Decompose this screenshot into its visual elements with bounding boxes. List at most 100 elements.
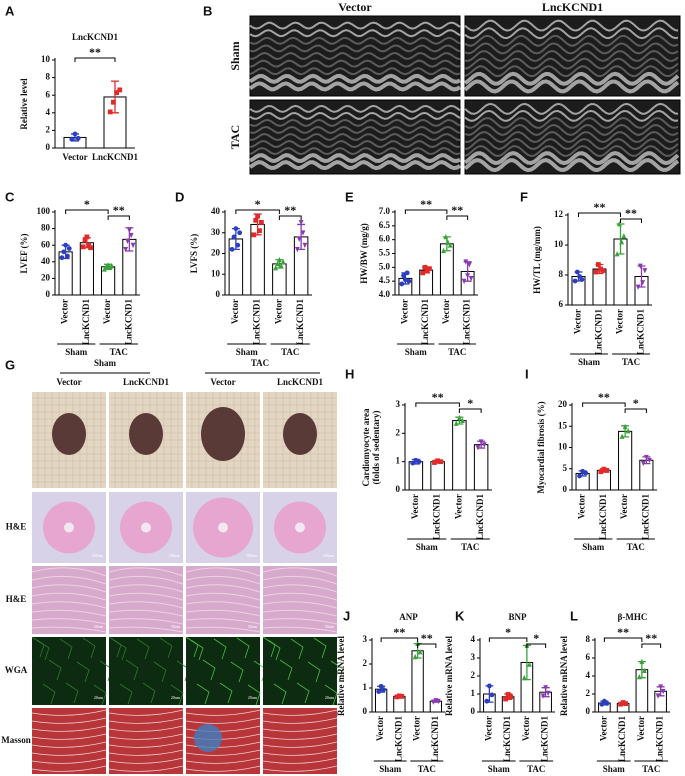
x-tick-label: Vector	[636, 716, 646, 741]
group-label: Sham	[488, 764, 511, 774]
data-point	[621, 233, 627, 239]
data-point	[125, 238, 130, 244]
data-point	[636, 674, 642, 680]
y-tick-label: 0	[471, 706, 476, 716]
significance-bracket	[417, 643, 437, 648]
data-point	[300, 230, 306, 236]
x-tick-label: Vector	[62, 152, 87, 162]
data-point	[640, 460, 646, 467]
data-point	[253, 217, 259, 223]
data-point	[123, 246, 129, 253]
fiber	[31, 584, 107, 593]
data-point	[475, 445, 481, 451]
y-tick-label: 6.5	[379, 220, 391, 230]
data-point	[453, 420, 459, 426]
fiber	[185, 609, 261, 617]
panel-letter: I	[525, 366, 529, 381]
significance-label: *	[255, 197, 261, 211]
scale-bar-label: 50um	[171, 624, 181, 629]
lumen	[218, 522, 228, 533]
fiber	[31, 567, 107, 577]
y-tick-label: 2	[396, 427, 401, 437]
y-tick-label: 7.0	[379, 206, 391, 216]
data-point	[486, 683, 492, 689]
significance-label: **	[645, 631, 657, 645]
data-point	[296, 236, 302, 242]
data-point	[399, 694, 405, 699]
membrane	[213, 638, 227, 660]
group-label: TAC	[251, 358, 269, 368]
echo-wave	[250, 51, 461, 61]
significance-label: **	[89, 45, 101, 59]
panel-letter: D	[175, 189, 184, 204]
data-point	[447, 242, 453, 248]
micrograph	[32, 637, 106, 705]
collagen	[108, 741, 184, 748]
collagen	[262, 757, 338, 764]
echo-wave	[464, 57, 679, 70]
collagen	[31, 733, 107, 740]
data-point	[420, 270, 426, 276]
data-point	[233, 226, 239, 232]
x-tick-label: Vector	[619, 494, 629, 519]
row-label: Masson	[1, 735, 31, 745]
collagen	[31, 709, 107, 716]
echo-wave	[464, 102, 679, 115]
collagen	[108, 717, 184, 724]
data-point	[604, 701, 610, 706]
y-tick-label: 4.5	[379, 275, 391, 285]
significance-label: **	[420, 197, 432, 211]
x-tick-label: LncKCND1	[617, 716, 627, 763]
column-label: Vector	[338, 0, 372, 14]
panel-letter: L	[570, 608, 578, 623]
data-point	[642, 667, 647, 673]
bar	[430, 461, 445, 491]
significance-label: **	[421, 631, 433, 645]
y-tick-label: 12	[554, 209, 564, 219]
fiber	[31, 575, 107, 585]
scale-bar-label: 500um	[169, 553, 181, 558]
group-label: Sham	[416, 542, 439, 552]
data-point	[231, 234, 237, 240]
membrane	[296, 682, 310, 704]
fiber	[185, 618, 261, 625]
data-point	[642, 268, 648, 274]
x-tick-label: LncKCND1	[295, 299, 305, 346]
collagen	[108, 709, 184, 716]
collagen	[185, 749, 261, 756]
echo-wave	[249, 153, 461, 164]
echo-wave	[249, 125, 461, 135]
group-label: Sham	[94, 358, 117, 368]
y-axis-label: LVFS (%)	[189, 234, 199, 273]
significance-bracket	[458, 408, 482, 413]
data-point	[130, 242, 136, 249]
micrograph	[109, 637, 183, 705]
data-point	[280, 258, 286, 265]
y-tick-label: 10	[41, 54, 51, 64]
x-tick-label: Vector	[60, 299, 70, 324]
heart	[52, 413, 86, 455]
collagen	[262, 733, 338, 740]
x-tick-label: LncKCND1	[540, 716, 550, 763]
data-point	[63, 242, 69, 248]
collagen	[31, 741, 107, 748]
x-tick-label: LncKCND1	[252, 299, 262, 346]
fiber	[31, 609, 107, 617]
y-axis-label: (folds of sedentary)	[371, 411, 381, 485]
data-point	[527, 661, 532, 667]
scale-bar-label: 20um	[248, 695, 258, 700]
data-point	[640, 280, 646, 286]
data-point	[435, 698, 441, 705]
x-tick-label: Vector	[412, 716, 422, 741]
data-point	[593, 269, 599, 275]
x-tick-label: LncKCND1	[598, 494, 608, 541]
row-label: TAC	[228, 125, 242, 149]
y-tick-label: 20	[211, 248, 221, 258]
collagen	[262, 709, 338, 716]
echo-wave	[249, 104, 461, 113]
membrane	[307, 661, 321, 683]
collagen	[185, 765, 261, 772]
membrane	[36, 639, 50, 661]
group-label: TAC	[281, 347, 299, 357]
data-point	[660, 688, 666, 695]
